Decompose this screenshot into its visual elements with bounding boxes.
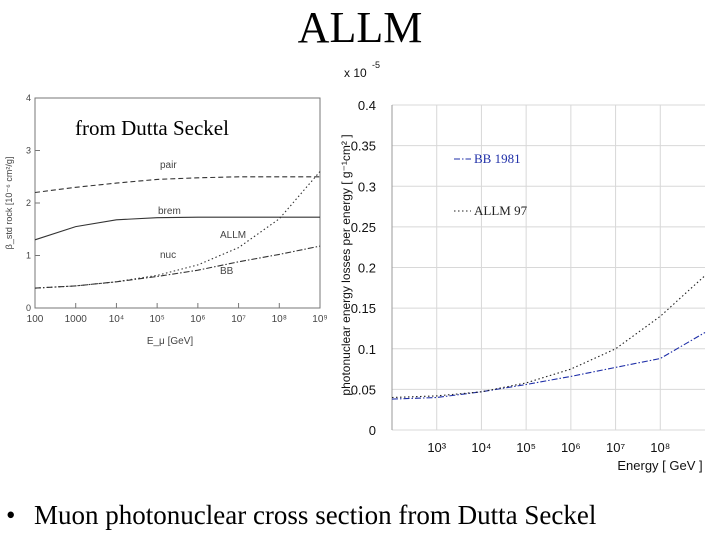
left-x-tick-label: 100	[27, 314, 44, 325]
left-series-bb	[34, 245, 321, 289]
right-x-axis-label: Energy [ GeV ]	[617, 458, 702, 473]
left-curve-label-brem: brem	[158, 206, 181, 217]
left-curve-label-bb: BB	[220, 266, 234, 277]
bullet-line: • Muon photonuclear cross section from Du…	[6, 500, 596, 531]
left-x-tick-label: 10⁷	[231, 314, 246, 325]
left-annotation: from Dutta Seckel	[75, 116, 229, 140]
right-y-tick-label: 0.05	[351, 382, 376, 397]
right-y-tick-label: 0.4	[358, 98, 376, 113]
right-x-tick-label: 10⁴	[471, 440, 491, 455]
left-x-axis-label: E_μ [GeV]	[147, 336, 194, 347]
left-x-tick-label: 10⁸	[272, 314, 287, 325]
left-series-brem	[34, 216, 320, 241]
right-multiplier: x 10	[344, 66, 367, 80]
right-multiplier-exponent: -5	[372, 60, 380, 70]
right-y-tick-label: 0.25	[351, 220, 376, 235]
left-curve-label-allm: ALLM	[220, 230, 246, 241]
right-y-tick-label: 0.15	[351, 301, 376, 316]
left-chart: 100 1000 10⁴ 10⁵ 10⁶ 10⁷ 10⁸ 10⁹ 0 1 2 3 4 E_μ [GeV] β…	[4, 93, 328, 347]
slide-title: ALLM	[297, 3, 423, 52]
right-y-tick-label: 0.2	[358, 261, 376, 276]
left-curve-label-pair: pair	[160, 160, 177, 171]
left-y-tick-label: 0	[26, 303, 31, 313]
bullet-symbol: •	[6, 500, 16, 530]
left-series-pair	[34, 176, 320, 194]
left-x-tick-label: 10⁴	[109, 314, 124, 325]
right-x-tick-label: 10⁵	[516, 440, 536, 455]
right-y-tick-label: 0.35	[351, 139, 376, 154]
left-curve-label-nuc: nuc	[160, 250, 176, 261]
left-x-tick-label: 10⁹	[312, 314, 327, 325]
right-series-bb-1981	[391, 332, 706, 400]
right-y-axis-label: photonuclear energy losses per energy [ …	[339, 134, 353, 395]
left-y-tick-label: 2	[26, 198, 31, 208]
right-y-tick-label: 0.3	[358, 179, 376, 194]
right-series-allm-97	[391, 275, 706, 399]
left-series-allm	[34, 171, 321, 289]
bullet-text: Muon photonuclear cross section from Dut…	[34, 500, 597, 530]
left-x-tick-label: 10⁵	[150, 314, 165, 325]
left-y-tick-label: 1	[26, 251, 31, 261]
right-legend-label: BB 1981	[474, 151, 521, 166]
right-y-tick-label: 0.1	[358, 342, 376, 357]
right-x-tick-label: 10³	[427, 440, 446, 455]
left-y-axis-label: β_std rock [10⁻⁶ cm²/g]	[4, 157, 14, 250]
right-legend-label: ALLM 97	[474, 203, 528, 218]
right-x-tick-label: 10⁶	[561, 440, 581, 455]
left-x-tick-label: 10⁶	[190, 314, 205, 325]
left-x-tick-label: 1000	[65, 314, 88, 325]
left-y-tick-label: 4	[26, 93, 31, 103]
right-y-tick-label: 0	[369, 423, 376, 438]
left-y-tick-label: 3	[26, 146, 31, 156]
right-chart: 0 0.05 0.1 0.15 0.2 0.25 0.3 0.35 0.4 10³ 10⁴ 10⁵ 10…	[339, 60, 706, 473]
right-x-tick-label: 10⁸	[650, 440, 670, 455]
right-x-tick-label: 10⁷	[606, 440, 625, 455]
